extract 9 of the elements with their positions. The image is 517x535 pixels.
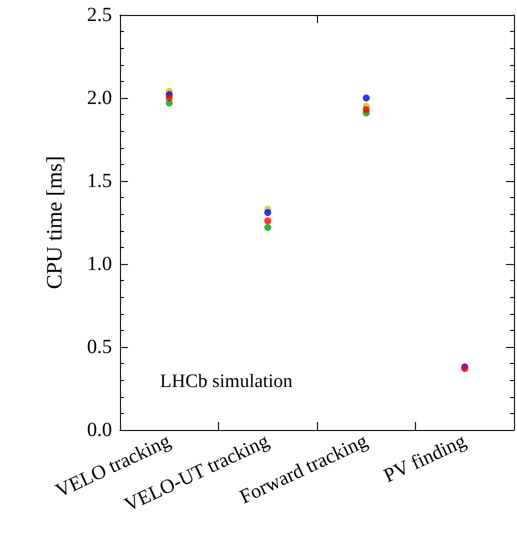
- y-tick-label: 0.0: [87, 419, 112, 441]
- y-tick-label: 1.5: [87, 170, 112, 192]
- y-axis-title: CPU time [ms]: [42, 156, 66, 290]
- y-tick-label: 1.0: [87, 253, 112, 275]
- y-tick-label: 2.5: [87, 4, 112, 26]
- y-tick-label: 2.0: [87, 87, 112, 109]
- x-tick-label: PV finding: [380, 430, 470, 488]
- annotation: LHCb simulation: [160, 371, 293, 392]
- y-tick-label: 0.5: [87, 336, 112, 358]
